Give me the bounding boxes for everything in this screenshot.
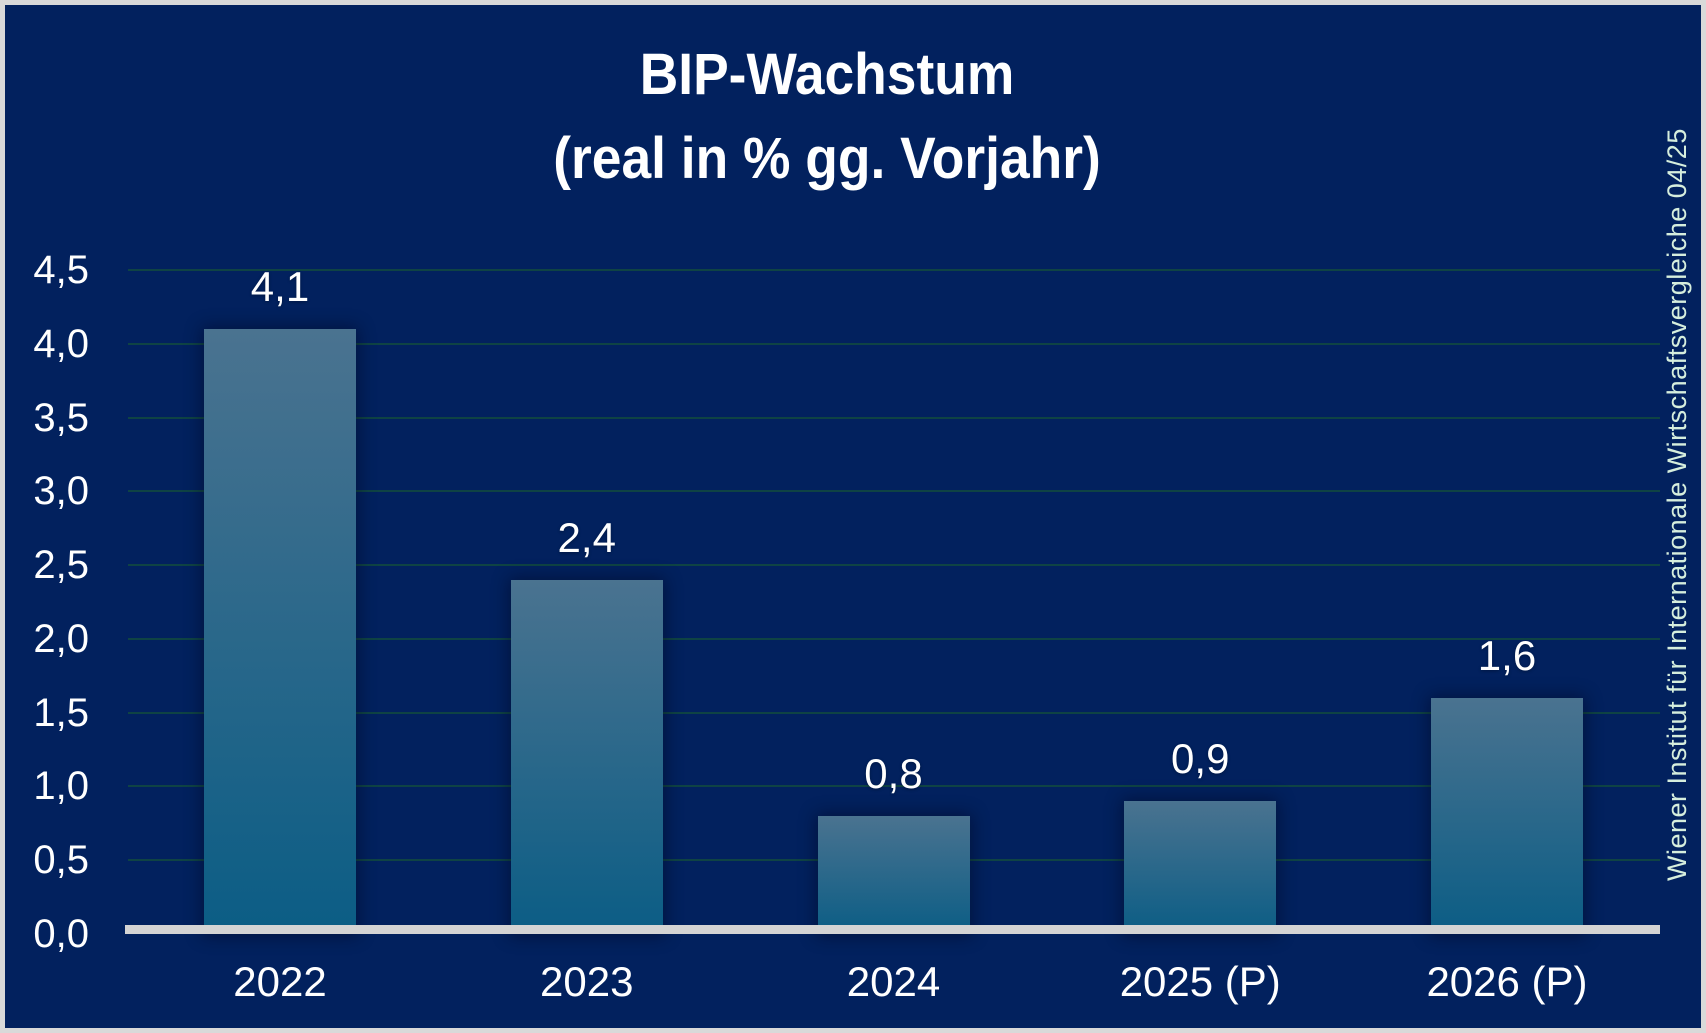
y-axis-label: 3,0: [33, 469, 89, 514]
y-axis-label: 0,0: [33, 912, 89, 956]
y-axis-label: 4,5: [33, 248, 89, 293]
bar-value-label: 1,6: [1477, 631, 1537, 679]
x-axis-label: 2024: [846, 958, 941, 1005]
y-axis-label: 2,0: [33, 616, 89, 661]
y-axis-label: 1,5: [33, 690, 89, 735]
gridline: [128, 564, 1660, 567]
bar: [204, 329, 356, 934]
gridline: [128, 711, 1660, 714]
chart-title-line-2: (real in % gg. Vorjahr): [553, 126, 1101, 191]
bar: [817, 815, 970, 934]
y-axis-label: 1,0: [33, 764, 89, 809]
gridline: [128, 416, 1660, 419]
y-axis-label: 2,5: [33, 543, 89, 588]
y-axis-label: 4,0: [33, 321, 89, 366]
bar-value-label: 0,9: [1171, 735, 1230, 783]
plot-area: 0,0 0,5 1,0 1,5 2,0 2,5 3,0 3,5 4,0 4,5 4,1 2022 2,4…: [5, 5, 1701, 1028]
y-axis-label: 3,5: [33, 395, 89, 440]
y-axis-label: 0,5: [33, 838, 89, 883]
x-axis-label: 2025 (P): [1119, 958, 1281, 1005]
gridline: [128, 785, 1660, 788]
bar-value-label: 0,8: [864, 749, 923, 797]
bar-value-label: 4,1: [250, 263, 310, 311]
bar: [1431, 697, 1583, 934]
gridline: [128, 269, 1660, 272]
x-axis-label: 2022: [233, 958, 327, 1005]
bar: [510, 579, 663, 934]
gridline: [128, 637, 1660, 640]
source-note: Wiener Institut für Internationale Wirts…: [1662, 128, 1692, 882]
x-axis-label: 2026 (P): [1426, 958, 1588, 1005]
gridline: [128, 342, 1660, 345]
bar-value-label: 2,4: [557, 513, 616, 561]
bar: [1124, 801, 1277, 934]
gridline: [128, 490, 1660, 493]
x-axis-label: 2023: [540, 958, 634, 1005]
chart-title: BIP-Wachstum (real in % gg. Vorjahr): [71, 33, 1583, 201]
x-axis-line: [125, 925, 1660, 934]
chart-title-line-1: BIP-Wachstum: [639, 42, 1015, 107]
